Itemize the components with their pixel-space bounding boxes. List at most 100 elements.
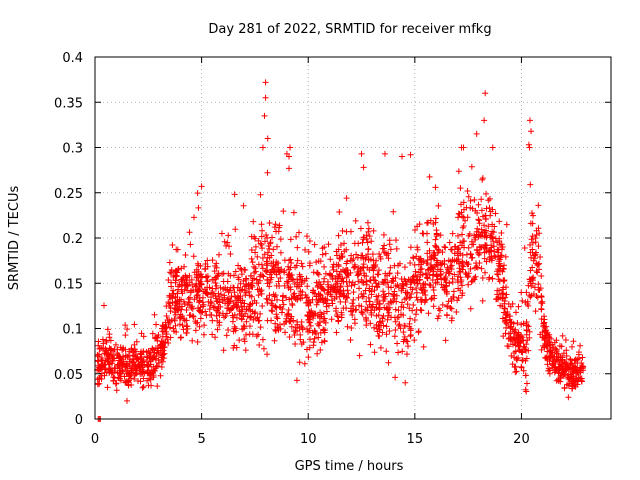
data-point [392,306,399,313]
data-point [541,313,548,320]
data-point [380,245,387,252]
data-point [151,311,158,318]
data-point [538,299,545,306]
data-point [499,286,506,293]
data-point [287,256,294,263]
data-point [287,283,294,290]
data-point [185,295,192,302]
data-point [110,374,117,381]
data-point [225,232,232,239]
data-point [400,338,407,345]
data-point [388,278,395,285]
x-tick-label: 15 [407,432,424,447]
data-point [149,346,156,353]
data-point [514,319,521,326]
data-point [335,273,342,280]
y-tick-label: 0.05 [54,368,83,383]
data-point [353,306,360,313]
data-point [227,250,234,257]
data-point [349,300,356,307]
data-point [492,210,499,217]
data-point [376,301,383,308]
data-point [181,300,188,307]
data-point [498,230,505,237]
data-point [547,341,554,348]
data-point [277,274,284,281]
data-point [322,319,329,326]
data-point [544,361,551,368]
data-point [339,254,346,261]
data-point [521,245,528,252]
data-point [243,331,250,338]
data-point [230,302,237,309]
data-point [163,333,170,340]
data-point [455,294,462,301]
data-point [216,299,223,306]
data-point [266,219,273,226]
data-point [325,241,332,248]
data-point [350,296,357,303]
data-point [259,227,266,234]
data-point [298,340,305,347]
data-point [235,276,242,283]
data-point [527,220,534,227]
data-point [225,295,232,302]
data-point [147,370,154,377]
data-point [317,291,324,298]
data-point [184,287,191,294]
data-point [258,221,265,228]
data-point [196,307,203,314]
data-point [342,269,349,276]
data-point [390,293,397,300]
data-point [355,278,362,285]
data-point [354,269,361,276]
data-point [334,312,341,319]
data-point [123,397,130,404]
data-point [508,319,515,326]
data-point [162,339,169,346]
data-point [195,204,202,211]
data-point [380,288,387,295]
data-point [268,307,275,314]
data-point [506,335,513,342]
data-point [444,302,451,309]
data-point [465,261,472,268]
data-point [225,289,232,296]
data-point [388,284,395,291]
data-point [401,296,408,303]
data-point [540,342,547,349]
data-point [274,296,281,303]
data-point [456,265,463,272]
data-point [546,370,553,377]
data-point [272,221,279,228]
data-point [272,303,279,310]
data-point [528,292,535,299]
data-point [192,283,199,290]
data-point [430,303,437,310]
data-point [454,277,461,284]
data-point [526,117,533,124]
data-point [320,315,327,322]
data-point [144,362,151,369]
data-point [352,217,359,224]
data-point [458,242,465,249]
data-point [379,315,386,322]
data-point [385,300,392,307]
data-point [301,360,308,367]
data-point [402,323,409,330]
data-point [402,278,409,285]
data-point [363,278,370,285]
data-point [246,288,253,295]
data-point [370,276,377,283]
data-point [251,275,258,282]
chart-title: Day 281 of 2022, SRMTID for receiver mfk… [208,22,491,37]
data-point [337,241,344,248]
data-point [411,317,418,324]
data-point [570,338,577,345]
data-point [196,323,203,330]
data-point [236,295,243,302]
data-point [187,288,194,295]
data-point [229,312,236,319]
data-point [528,210,535,217]
data-point [106,361,113,368]
